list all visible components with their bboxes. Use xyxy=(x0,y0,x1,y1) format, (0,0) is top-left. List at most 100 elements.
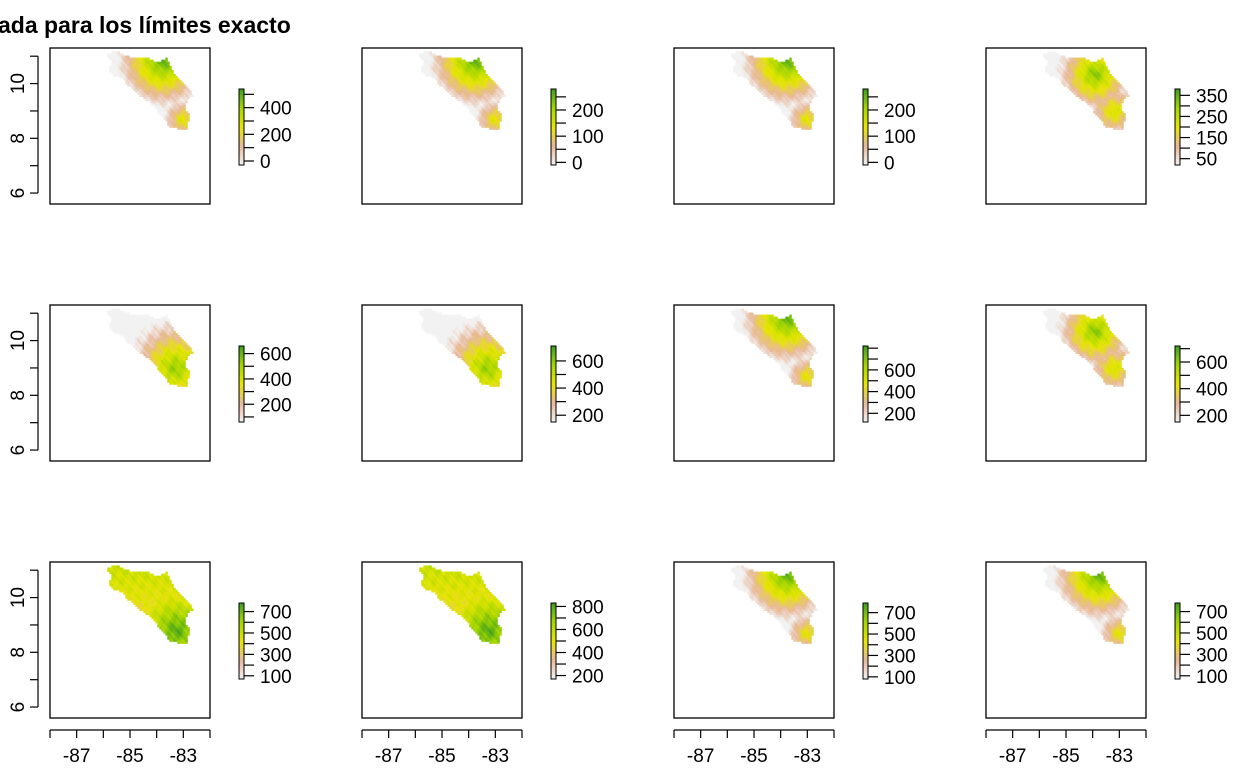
raster-cell xyxy=(485,76,488,79)
raster-cell xyxy=(115,324,118,328)
raster-cell xyxy=(133,71,136,75)
raster-cell xyxy=(159,78,162,81)
raster-cell xyxy=(145,314,148,318)
raster-cell xyxy=(455,328,458,332)
raster-cell xyxy=(175,104,178,108)
raster-cell xyxy=(491,127,494,130)
raster-cell xyxy=(159,359,162,363)
raster-cell xyxy=(129,318,132,322)
raster-cell xyxy=(107,310,110,313)
raster-cell xyxy=(797,94,800,97)
raster-cell xyxy=(149,355,152,359)
raster-cell xyxy=(469,347,472,350)
raster-cell xyxy=(479,351,482,354)
legend-color-segment xyxy=(551,147,556,151)
raster-cell xyxy=(469,343,472,346)
raster-cell xyxy=(459,349,462,352)
raster-cell xyxy=(765,67,768,71)
raster-cell xyxy=(169,65,172,69)
raster-cell xyxy=(781,90,784,93)
raster-cell xyxy=(753,61,756,65)
raster-cell xyxy=(1107,117,1110,120)
raster-cell xyxy=(493,84,496,87)
legend-color-segment xyxy=(239,136,244,139)
legend-tick-label: 400 xyxy=(260,99,292,120)
raster-cell xyxy=(131,63,134,67)
raster-cell xyxy=(473,353,476,357)
raster-cell xyxy=(469,69,472,73)
legend-color-segment xyxy=(239,94,244,97)
raster-cell xyxy=(179,365,182,369)
raster-cell xyxy=(1115,84,1118,87)
raster-cell xyxy=(467,349,470,352)
raster-cell xyxy=(777,67,780,71)
raster-cell xyxy=(799,84,802,87)
raster-cell xyxy=(781,94,784,97)
raster-cell xyxy=(177,92,180,95)
raster-cell xyxy=(503,94,506,97)
raster-cell xyxy=(1093,108,1096,112)
raster-cell xyxy=(141,76,144,79)
raster-cell xyxy=(447,314,450,318)
raster-cell xyxy=(129,324,132,328)
raster-cell xyxy=(1099,84,1102,87)
raster-cell xyxy=(429,328,432,332)
raster-cell xyxy=(173,125,176,128)
raster-cell xyxy=(793,86,796,89)
raster-cell xyxy=(133,84,136,87)
raster-cell xyxy=(1081,94,1084,97)
raster-cell xyxy=(1075,67,1078,71)
raster-cell xyxy=(1113,108,1116,112)
raster-cell xyxy=(805,96,808,100)
raster-cell xyxy=(1117,98,1120,102)
raster-cell xyxy=(775,86,778,89)
raster-cell xyxy=(475,324,478,328)
raster-cell xyxy=(781,82,784,85)
raster-cell xyxy=(1101,102,1104,106)
legend-color-segment xyxy=(551,100,556,103)
raster-cell xyxy=(457,78,460,81)
raster-cell xyxy=(469,363,472,367)
raster-cell xyxy=(489,378,492,381)
raster-cell xyxy=(1065,67,1068,71)
raster-cell xyxy=(1101,100,1104,104)
raster-cell xyxy=(761,84,764,87)
raster-cell xyxy=(791,67,794,71)
raster-cell xyxy=(495,376,498,379)
raster-cell xyxy=(159,69,162,73)
raster-cell xyxy=(173,92,176,95)
raster-cell xyxy=(771,69,774,73)
raster-cell xyxy=(1097,88,1100,91)
raster-cell xyxy=(115,308,118,311)
raster-cell xyxy=(109,324,112,328)
raster-cell xyxy=(445,57,448,61)
raster-cell xyxy=(1109,88,1112,91)
raster-cell xyxy=(165,69,168,73)
raster-cell xyxy=(771,61,774,65)
raster-cell xyxy=(735,59,738,63)
raster-cell xyxy=(157,351,160,354)
raster-cell xyxy=(743,69,746,73)
legend-color-segment xyxy=(239,408,244,411)
raster-cell xyxy=(449,82,452,85)
legend-tick-label: 100 xyxy=(572,127,604,148)
raster-cell xyxy=(441,76,444,79)
raster-cell xyxy=(179,367,182,371)
raster-cell xyxy=(441,328,444,332)
raster-cell xyxy=(187,370,190,373)
raster-cell xyxy=(151,94,154,97)
raster-cell xyxy=(1083,69,1086,73)
raster-cell xyxy=(1053,55,1056,58)
raster-cell xyxy=(1119,98,1122,102)
raster-cell xyxy=(1081,76,1084,79)
raster-cell xyxy=(473,333,476,336)
raster-cell xyxy=(1069,86,1072,89)
raster-cell xyxy=(733,55,736,58)
raster-cell xyxy=(127,331,130,334)
raster-cell xyxy=(183,123,186,126)
raster-cell xyxy=(771,63,774,67)
raster-cell xyxy=(117,324,120,328)
raster-cell xyxy=(473,370,476,373)
raster-cell xyxy=(455,347,458,350)
raster-cell xyxy=(499,88,502,91)
